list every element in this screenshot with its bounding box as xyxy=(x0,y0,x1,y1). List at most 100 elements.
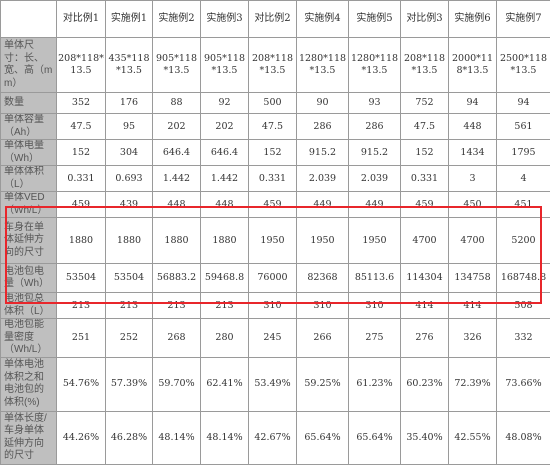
header-cell: 对比例2 xyxy=(249,1,297,38)
table-cell: 59.70% xyxy=(153,357,201,411)
table-cell: 213 xyxy=(153,293,201,319)
row-label: 电池包电量（Wh） xyxy=(1,264,57,293)
table-cell: 54.76% xyxy=(57,357,106,411)
table-cell: 459 xyxy=(401,192,449,218)
table-cell: 414 xyxy=(401,293,449,319)
table-cell: 53504 xyxy=(106,264,153,293)
table-cell: 1880 xyxy=(201,218,249,264)
table-cell: 202 xyxy=(153,114,201,140)
table-cell: 56883.2 xyxy=(153,264,201,293)
row-label: 数量 xyxy=(1,93,57,114)
table-cell: 245 xyxy=(249,319,297,358)
table-cell: 114304 xyxy=(401,264,449,293)
table-row: 单体电池体积之和电池包的体积(%)54.76%57.39%59.70%62.41… xyxy=(1,357,550,411)
table-cell: 59.25% xyxy=(297,357,349,411)
table-cell: 90 xyxy=(297,93,349,114)
table-cell: 905*118*13.5 xyxy=(201,38,249,93)
data-table-container: 对比例1 实施例1 实施例2 实施例3 对比例2 实施例4 实施例5 对比例3 … xyxy=(0,0,550,455)
row-label: 电池包能量密度（Wh/L） xyxy=(1,319,57,358)
table-cell: 168748.8 xyxy=(497,264,550,293)
table-cell: 352 xyxy=(57,93,106,114)
table-cell: 752 xyxy=(401,93,449,114)
table-cell: 2000*118*13.5 xyxy=(449,38,497,93)
table-cell: 915.2 xyxy=(297,140,349,166)
table-cell: 62.41% xyxy=(201,357,249,411)
table-cell: 65.64% xyxy=(349,411,401,464)
row-label: 单体电量（Wh） xyxy=(1,140,57,166)
table-cell: 94 xyxy=(449,93,497,114)
table-cell: 459 xyxy=(249,192,297,218)
table-cell: 915.2 xyxy=(349,140,401,166)
table-cell: 53.49% xyxy=(249,357,297,411)
header-cell: 实施例7 xyxy=(497,1,550,38)
table-cell: 0.331 xyxy=(57,166,106,192)
table-cell: 208*118*13.5 xyxy=(249,38,297,93)
table-cell: 61.23% xyxy=(349,357,401,411)
table-cell: 500 xyxy=(249,93,297,114)
table-cell: 152 xyxy=(249,140,297,166)
table-cell: 1880 xyxy=(153,218,201,264)
table-cell: 44.26% xyxy=(57,411,106,464)
table-cell: 286 xyxy=(349,114,401,140)
table-cell: 451 xyxy=(497,192,550,218)
table-cell: 276 xyxy=(401,319,449,358)
table-cell: 0.693 xyxy=(106,166,153,192)
table-cell: 57.39% xyxy=(106,357,153,411)
header-cell: 对比例3 xyxy=(401,1,449,38)
row-label: 单体长度/车身单体延伸方向的尺寸 xyxy=(1,411,57,464)
row-label: 车身在单体延伸方向的尺寸 xyxy=(1,218,57,264)
table-cell: 2.039 xyxy=(349,166,401,192)
table-cell: 73.66% xyxy=(497,357,550,411)
header-cell: 实施例3 xyxy=(201,1,249,38)
table-cell: 1280*118*13.5 xyxy=(297,38,349,93)
table-cell: 60.23% xyxy=(401,357,449,411)
table-cell: 1880 xyxy=(57,218,106,264)
table-cell: 53504 xyxy=(57,264,106,293)
row-label: 单体尺寸：长、宽、高（mm） xyxy=(1,38,57,93)
table-cell: 905*118*13.5 xyxy=(153,38,201,93)
table-cell: 1950 xyxy=(297,218,349,264)
table-cell: 1880 xyxy=(106,218,153,264)
table-cell: 1950 xyxy=(249,218,297,264)
table-cell: 414 xyxy=(449,293,497,319)
table-cell: 59468.8 xyxy=(201,264,249,293)
table-cell: 213 xyxy=(106,293,153,319)
table-cell: 65.64% xyxy=(297,411,349,464)
table-cell: 332 xyxy=(497,319,550,358)
table-cell: 646.4 xyxy=(201,140,249,166)
table-cell: 202 xyxy=(201,114,249,140)
table-cell: 82368 xyxy=(297,264,349,293)
table-cell: 1.442 xyxy=(201,166,249,192)
table-cell: 448 xyxy=(153,192,201,218)
table-cell: 449 xyxy=(349,192,401,218)
row-label: 单体电池体积之和电池包的体积(%) xyxy=(1,357,57,411)
table-cell: 0.331 xyxy=(401,166,449,192)
table-cell: 310 xyxy=(349,293,401,319)
table-cell: 275 xyxy=(349,319,401,358)
table-cell: 252 xyxy=(106,319,153,358)
table-cell: 1795 xyxy=(497,140,550,166)
table-cell: 286 xyxy=(297,114,349,140)
table-cell: 448 xyxy=(201,192,249,218)
table-cell: 2.039 xyxy=(297,166,349,192)
table-cell: 95 xyxy=(106,114,153,140)
table-cell: 5200 xyxy=(497,218,550,264)
table-cell: 92 xyxy=(201,93,249,114)
table-cell: 48.08% xyxy=(497,411,550,464)
table-cell: 450 xyxy=(449,192,497,218)
table-cell: 208*118*13.5 xyxy=(57,38,106,93)
table-cell: 326 xyxy=(449,319,497,358)
table-cell: 1950 xyxy=(349,218,401,264)
table-cell: 94 xyxy=(497,93,550,114)
header-corner xyxy=(1,1,57,38)
header-cell: 实施例1 xyxy=(106,1,153,38)
table-cell: 310 xyxy=(297,293,349,319)
table-cell: 85113.6 xyxy=(349,264,401,293)
header-row: 对比例1 实施例1 实施例2 实施例3 对比例2 实施例4 实施例5 对比例3 … xyxy=(1,1,550,38)
table-cell: 4700 xyxy=(449,218,497,264)
table-cell: 0.331 xyxy=(249,166,297,192)
